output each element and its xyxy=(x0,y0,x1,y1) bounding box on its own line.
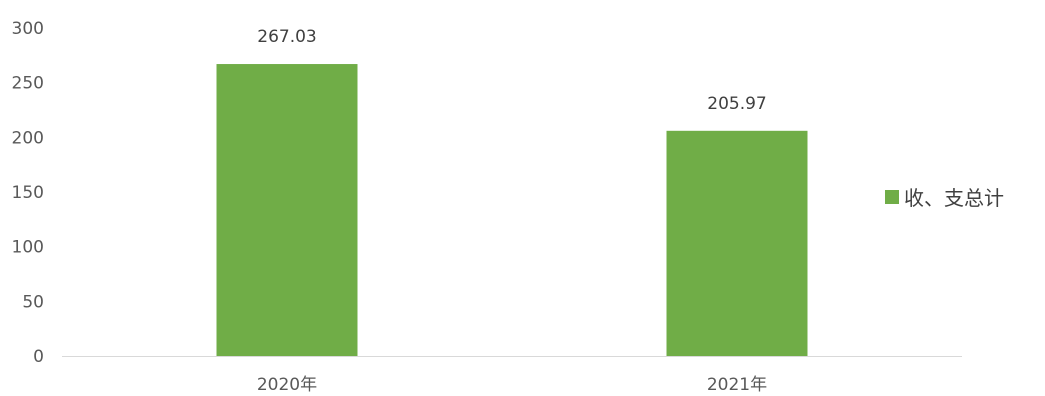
y-tick-label: 250 xyxy=(12,74,44,94)
data-label-2: 205.97 xyxy=(707,94,766,114)
x-axis-category-labels: 2020年 2021年 xyxy=(257,375,767,395)
data-label-1: 267.03 xyxy=(257,27,316,47)
data-labels: 267.03 205.97 xyxy=(257,27,766,114)
y-tick-label: 100 xyxy=(12,238,44,258)
y-axis-tick-labels: 0 50 100 150 200 250 300 xyxy=(12,19,44,367)
x-category-label-1: 2020年 xyxy=(257,375,317,395)
bar-2 xyxy=(666,130,808,356)
bars xyxy=(216,64,808,356)
bar-1 xyxy=(216,64,358,356)
legend: 收、支总计 xyxy=(885,186,1004,210)
x-category-label-2: 2021年 xyxy=(707,375,767,395)
y-tick-label: 0 xyxy=(33,347,44,367)
y-tick-label: 150 xyxy=(12,183,44,203)
y-tick-label: 50 xyxy=(22,292,44,312)
y-tick-label: 300 xyxy=(12,19,44,39)
legend-label: 收、支总计 xyxy=(904,186,1004,210)
legend-swatch xyxy=(885,190,899,204)
y-tick-label: 200 xyxy=(12,128,44,148)
